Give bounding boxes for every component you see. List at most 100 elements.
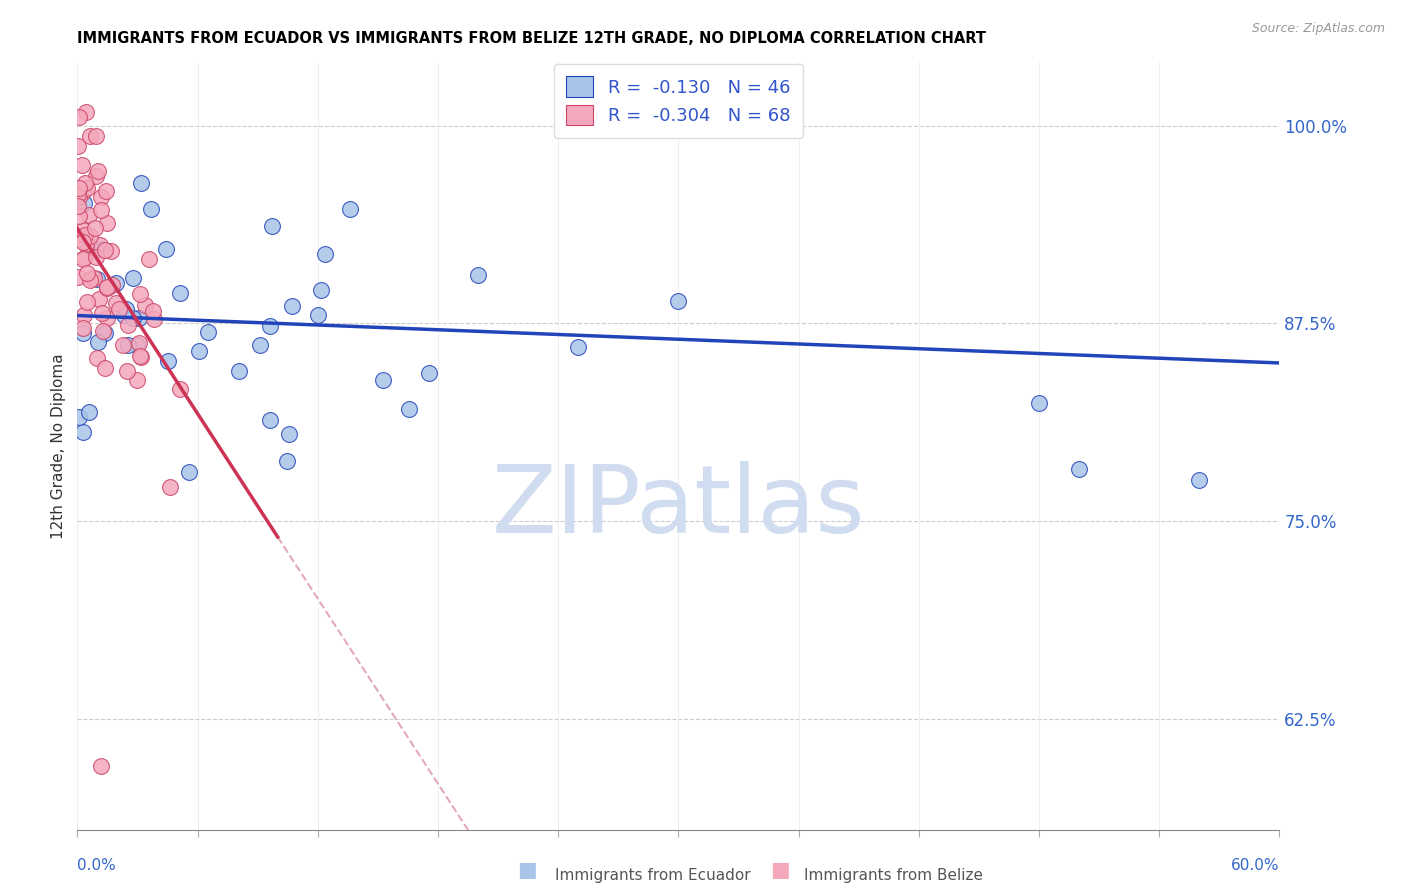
Point	[187, 344, 209, 359]
Legend: R =  -0.130   N = 46, R =  -0.304   N = 68: R = -0.130 N = 46, R = -0.304 N = 68	[554, 64, 803, 138]
Point	[79, 129, 101, 144]
Text: ZIPatlas: ZIPatlas	[492, 461, 865, 553]
Point	[75, 236, 97, 251]
Point	[67, 186, 90, 201]
Point	[86, 351, 108, 365]
Point	[114, 302, 136, 317]
Point	[418, 367, 440, 381]
Point	[75, 227, 97, 242]
Point	[1028, 396, 1050, 410]
Point	[79, 208, 101, 222]
Point	[96, 280, 118, 294]
Point	[100, 244, 122, 258]
Point	[125, 372, 148, 386]
Point	[94, 185, 117, 199]
Point	[87, 164, 110, 178]
Point	[72, 185, 94, 199]
Point	[128, 286, 150, 301]
Point	[668, 294, 690, 309]
Point	[79, 273, 101, 287]
Point	[281, 299, 304, 313]
Point	[84, 221, 107, 235]
Text: ■: ■	[770, 860, 790, 880]
Point	[76, 266, 98, 280]
Point	[91, 242, 114, 256]
Point	[128, 335, 150, 350]
Point	[259, 319, 281, 334]
Point	[83, 270, 105, 285]
Point	[129, 176, 152, 190]
Point	[90, 190, 112, 204]
Point	[67, 139, 90, 153]
Point	[142, 304, 165, 318]
Point	[84, 128, 107, 143]
Point	[72, 326, 94, 340]
Point	[567, 340, 589, 354]
Point	[228, 364, 250, 378]
Point	[94, 243, 117, 257]
Point	[1188, 473, 1211, 487]
Point	[139, 202, 162, 216]
Point	[72, 252, 94, 267]
Point	[67, 409, 90, 424]
Point	[67, 181, 90, 195]
Point	[90, 759, 112, 773]
Point	[72, 425, 94, 440]
Text: ■: ■	[517, 860, 537, 880]
Point	[159, 480, 181, 494]
Point	[96, 281, 118, 295]
Point	[75, 105, 97, 120]
Point	[117, 364, 139, 378]
Point	[249, 337, 271, 351]
Point	[314, 247, 336, 261]
Point	[122, 310, 145, 325]
Point	[80, 270, 103, 285]
Point	[398, 401, 420, 416]
Point	[125, 338, 148, 352]
Point	[84, 169, 107, 184]
Point	[101, 277, 124, 292]
Point	[128, 349, 150, 363]
Point	[259, 412, 281, 426]
Point	[142, 311, 165, 326]
Point	[67, 232, 90, 246]
Point	[104, 277, 127, 291]
Text: Immigrants from Ecuador: Immigrants from Ecuador	[555, 869, 751, 883]
Point	[169, 285, 191, 300]
Point	[138, 252, 160, 266]
Point	[309, 283, 332, 297]
Text: Source: ZipAtlas.com: Source: ZipAtlas.com	[1251, 22, 1385, 36]
Point	[84, 250, 107, 264]
Point	[73, 308, 96, 322]
Point	[169, 382, 191, 396]
Point	[77, 405, 100, 419]
Point	[67, 110, 90, 124]
Point	[276, 454, 298, 468]
Point	[73, 196, 96, 211]
Point	[91, 306, 114, 320]
Point	[197, 325, 219, 339]
Point	[96, 310, 118, 325]
Point	[121, 270, 143, 285]
Point	[105, 296, 128, 310]
Point	[117, 338, 139, 352]
Point	[89, 237, 111, 252]
Y-axis label: 12th Grade, No Diploma: 12th Grade, No Diploma	[51, 353, 66, 539]
Point	[67, 199, 90, 213]
Point	[72, 321, 94, 335]
Point	[90, 203, 112, 218]
Point	[112, 308, 135, 322]
Point	[76, 181, 98, 195]
Point	[72, 235, 94, 250]
Point	[86, 272, 108, 286]
Point	[128, 310, 150, 325]
Point	[67, 270, 90, 285]
Point	[117, 318, 139, 333]
Point	[87, 334, 110, 349]
Point	[79, 228, 101, 243]
Point	[157, 353, 180, 368]
Point	[73, 176, 96, 190]
Point	[107, 302, 129, 317]
Text: IMMIGRANTS FROM ECUADOR VS IMMIGRANTS FROM BELIZE 12TH GRADE, NO DIPLOMA CORRELA: IMMIGRANTS FROM ECUADOR VS IMMIGRANTS FR…	[77, 31, 987, 46]
Text: 60.0%: 60.0%	[1232, 858, 1279, 873]
